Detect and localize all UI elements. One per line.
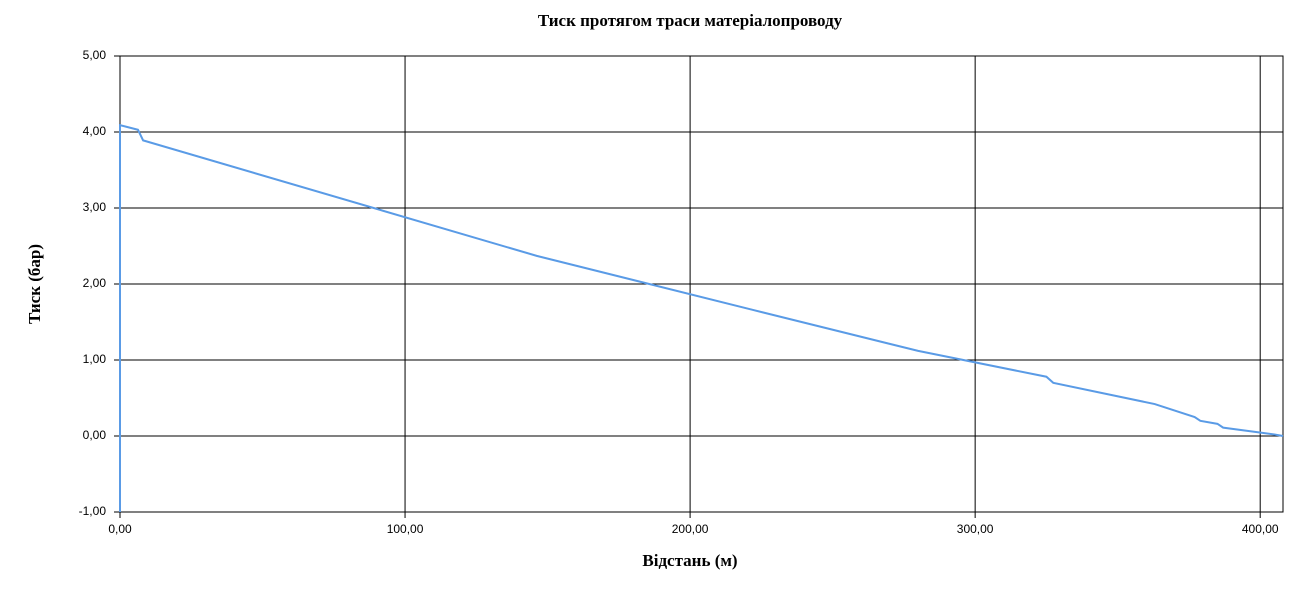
- x-tick-label: 100,00: [387, 522, 424, 536]
- y-axis-title: Тиск (бар): [25, 244, 44, 324]
- y-tick-label: 0,00: [83, 428, 107, 442]
- y-tick-label: -1,00: [79, 504, 107, 518]
- y-tick-label: 4,00: [83, 124, 107, 138]
- x-tick-label: 0,00: [108, 522, 132, 536]
- y-tick-label: 5,00: [83, 48, 107, 62]
- chart-title: Тиск протягом траси матеріалопроводу: [538, 11, 843, 30]
- x-tick-label: 300,00: [957, 522, 994, 536]
- x-tick-label: 400,00: [1242, 522, 1279, 536]
- data-line: [119, 123, 1284, 512]
- y-tick-label: 3,00: [83, 200, 107, 214]
- x-axis-title: Відстань (м): [642, 551, 737, 570]
- x-tick-label: 200,00: [672, 522, 709, 536]
- y-tick-label: 1,00: [83, 352, 107, 366]
- y-tick-label: 2,00: [83, 276, 107, 290]
